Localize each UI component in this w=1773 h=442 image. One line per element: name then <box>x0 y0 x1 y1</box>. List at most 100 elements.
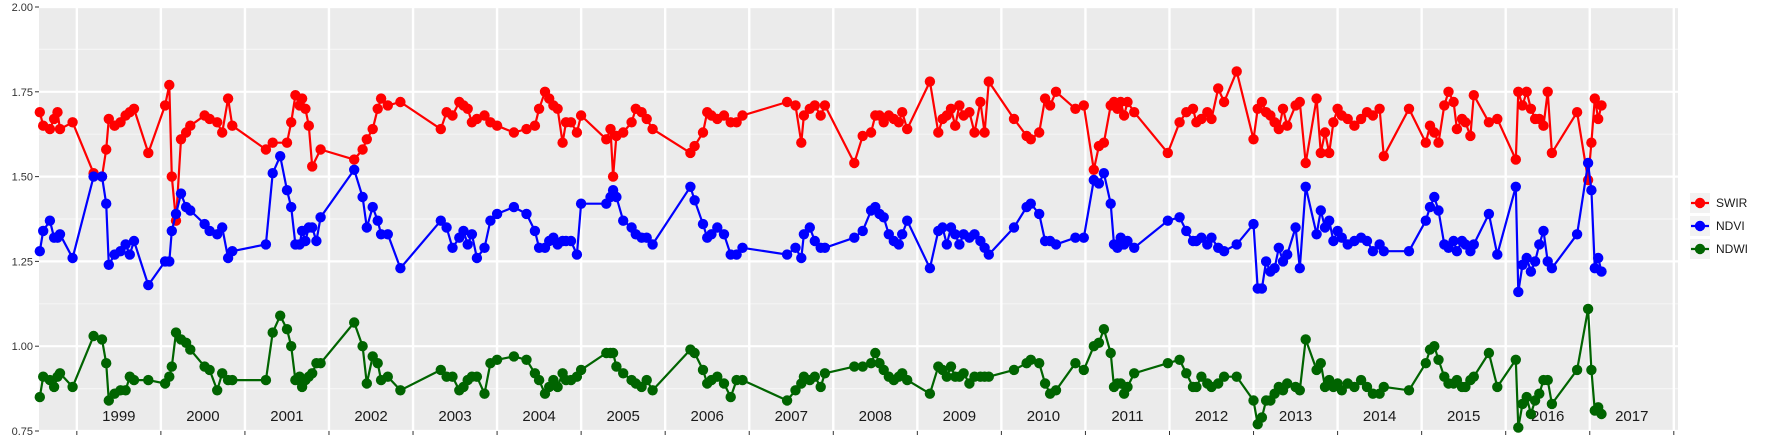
data-point-swir <box>1571 107 1583 118</box>
data-point-ndvi <box>382 229 393 240</box>
year-label-2006: 2006 <box>691 408 724 425</box>
data-point-ndvi <box>143 279 154 291</box>
data-point-swir <box>529 120 541 131</box>
data-point-ndwi <box>1534 388 1545 399</box>
data-point-swir <box>954 100 965 111</box>
data-point-ndvi <box>1324 215 1335 226</box>
data-point-ndwi <box>1571 364 1583 376</box>
data-point-swir <box>222 93 234 104</box>
data-point-swir <box>1593 113 1604 125</box>
data-point-swir <box>893 117 904 128</box>
y-tick-label: 2.00 <box>12 2 33 14</box>
data-point-swir <box>552 103 563 115</box>
data-point-ndwi <box>1213 378 1224 389</box>
data-point-ndwi <box>1181 368 1192 379</box>
data-point-ndwi <box>1315 358 1327 369</box>
data-point-ndvi <box>1525 266 1537 277</box>
data-point-swir <box>718 110 730 121</box>
data-point-swir <box>1311 93 1322 104</box>
data-point-ndvi <box>1206 232 1217 243</box>
data-point-ndwi <box>508 351 520 362</box>
data-point-ndvi <box>1361 235 1373 247</box>
year-label-2008: 2008 <box>859 408 892 425</box>
data-point-swir <box>303 120 314 131</box>
year-label-2005: 2005 <box>606 408 639 425</box>
data-point-swir <box>1118 110 1130 121</box>
data-point-swir <box>1367 110 1379 121</box>
legend-item-ndwi: NDWI <box>1690 239 1748 259</box>
data-point-ndwi <box>618 368 629 379</box>
data-point-ndwi <box>185 344 196 355</box>
data-point-ndvi <box>217 222 228 233</box>
data-point-ndwi <box>1596 408 1607 420</box>
data-point-ndvi <box>120 239 131 250</box>
data-point-swir <box>1070 103 1081 115</box>
data-point-swir <box>367 123 378 135</box>
data-point-swir <box>1596 100 1607 111</box>
data-point-ndvi <box>1300 181 1311 192</box>
data-point-ndvi <box>706 229 717 240</box>
data-point-ndwi <box>1582 303 1594 315</box>
data-point-ndvi <box>462 239 473 250</box>
legend-label: NDWI <box>1716 242 1748 256</box>
series-ndvi <box>34 151 1607 298</box>
data-point-ndwi <box>382 371 393 382</box>
data-point-ndvi <box>1328 235 1339 247</box>
data-point-ndwi <box>958 368 969 379</box>
data-point-ndwi <box>1162 358 1174 369</box>
data-point-swir <box>565 117 577 128</box>
data-point-ndvi <box>96 171 108 182</box>
data-point-ndvi <box>54 229 66 240</box>
data-point-swir <box>1517 100 1528 111</box>
data-point-swir <box>790 100 801 111</box>
data-point-swir <box>1273 123 1285 135</box>
data-point-ndvi <box>1546 263 1558 274</box>
data-point-ndvi <box>275 151 286 162</box>
year-label-2001: 2001 <box>270 408 303 425</box>
data-point-swir <box>964 107 975 118</box>
data-point-ndvi <box>466 229 478 240</box>
data-point-ndvi <box>1248 218 1259 230</box>
data-point-ndvi <box>357 191 368 203</box>
data-point-ndvi <box>175 188 187 199</box>
data-point-ndwi <box>607 347 619 359</box>
data-point-ndwi <box>689 347 700 359</box>
data-point-swir <box>44 123 56 135</box>
data-point-ndvi <box>950 229 961 240</box>
data-point-ndwi <box>1025 354 1037 365</box>
data-point-swir <box>1129 107 1140 118</box>
data-point-ndwi <box>983 371 994 382</box>
data-point-swir <box>1420 137 1432 148</box>
data-point-ndwi <box>1349 381 1360 393</box>
data-point-ndvi <box>34 246 45 257</box>
data-point-swir <box>641 113 652 125</box>
data-point-ndwi <box>267 327 278 338</box>
data-point-ndvi <box>185 205 196 216</box>
data-point-ndvi <box>1336 232 1348 243</box>
data-point-swir <box>1162 147 1174 159</box>
data-point-ndvi <box>689 195 700 206</box>
data-point-ndvi <box>1294 263 1306 274</box>
data-point-swir <box>357 144 368 155</box>
data-point-swir <box>143 147 154 159</box>
data-point-ndvi <box>1468 239 1480 250</box>
data-point-ndvi <box>267 168 278 179</box>
data-point-ndwi <box>1429 341 1440 352</box>
data-point-ndvi <box>737 242 748 253</box>
y-tick-label: 1.50 <box>12 172 33 184</box>
data-point-ndvi <box>166 225 177 237</box>
year-label-2014: 2014 <box>1363 408 1396 425</box>
data-point-ndvi <box>1218 246 1230 257</box>
y-tick-label: 1.25 <box>12 256 33 268</box>
data-point-swir <box>1403 103 1415 115</box>
data-point-ndwi <box>315 358 326 369</box>
data-point-ndvi <box>1311 229 1322 240</box>
year-label-2004: 2004 <box>522 408 555 425</box>
data-point-swir <box>571 127 583 138</box>
data-point-ndwi <box>1513 422 1524 433</box>
data-point-ndvi <box>954 239 965 250</box>
data-point-swir <box>164 79 175 91</box>
data-point-ndwi <box>1542 374 1553 386</box>
data-point-ndwi <box>857 361 868 372</box>
data-point-ndvi <box>1510 181 1522 192</box>
